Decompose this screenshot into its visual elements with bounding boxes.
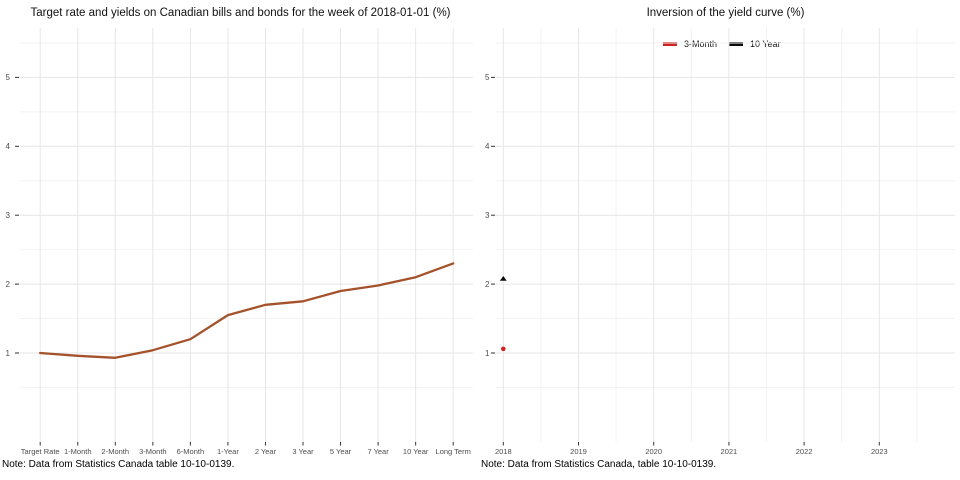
x-tick-label: 2018 bbox=[495, 447, 512, 456]
x-tick-label: 7 Year bbox=[367, 447, 389, 456]
legend-label-3-month: 3-Month bbox=[684, 39, 718, 49]
x-tick-label: 1-Year bbox=[217, 447, 239, 456]
figure-yield-inversion: Inversion of the yield curve (%) 3-Month… bbox=[480, 0, 960, 480]
y-tick-label: 2 bbox=[485, 280, 490, 289]
right-source-note: Note: Data from Statistics Canada, table… bbox=[481, 459, 717, 470]
legend: 3-Month 10 Year bbox=[663, 39, 793, 49]
legend-swatch-3-month bbox=[663, 42, 677, 46]
figure-yield-curve-week: Target rate and yields on Canadian bills… bbox=[2, 7, 473, 470]
y-tick-label: 4 bbox=[485, 142, 490, 151]
x-tick-label: 1-Month bbox=[64, 447, 92, 456]
x-axis: 2018 2019 2020 2021 2022 2023 bbox=[495, 442, 888, 456]
left-source-note: Note: Data from Statistics Canada table … bbox=[2, 459, 235, 470]
x-tick-label: 2019 bbox=[570, 447, 587, 456]
y-tick-label: 3 bbox=[485, 211, 490, 220]
x-tick-label: 2020 bbox=[645, 447, 662, 456]
yield-curve-line bbox=[39, 262, 455, 359]
y-axis: 1 2 3 4 5 bbox=[485, 73, 495, 358]
y-axis: 1 2 3 4 5 bbox=[6, 73, 19, 358]
right-chart-title: Inversion of the yield curve (%) bbox=[646, 7, 805, 19]
x-tick-label: 3 Year bbox=[292, 447, 314, 456]
x-tick-label: 5 Year bbox=[330, 447, 352, 456]
x-tick-label: 10 Year bbox=[403, 447, 429, 456]
y-tick-label: 4 bbox=[6, 142, 11, 151]
y-tick-label: 3 bbox=[6, 211, 11, 220]
y-tick-label: 1 bbox=[6, 349, 11, 358]
x-tick-label: 2-Month bbox=[102, 447, 130, 456]
legend-label-10-year: 10 Year bbox=[750, 39, 781, 49]
y-tick-label: 5 bbox=[485, 73, 490, 82]
yield-curve-plot: 1 2 3 4 5 Target Rate 1-Month 2-Month 3-Month 6-M… bbox=[6, 28, 473, 456]
x-tick-label: Long Term bbox=[436, 447, 471, 456]
y-tick-label: 2 bbox=[6, 280, 11, 289]
x-tick-label: 3-Month bbox=[139, 447, 167, 456]
x-tick-label: 2022 bbox=[796, 447, 813, 456]
y-tick-label: 5 bbox=[6, 73, 11, 82]
x-tick-label: 2023 bbox=[871, 447, 888, 456]
gridlines bbox=[496, 28, 955, 442]
point-3-month bbox=[501, 346, 506, 352]
x-tick-label: 2 Year bbox=[255, 447, 277, 456]
legend-swatch-10-year bbox=[729, 42, 744, 46]
y-tick-label: 1 bbox=[485, 349, 490, 358]
x-tick-label: Target Rate bbox=[21, 447, 60, 456]
x-tick-label: 6-Month bbox=[177, 447, 205, 456]
gridlines bbox=[20, 28, 473, 442]
inversion-plot: 1 2 3 4 5 2018 2019 2020 2021 2022 2023 bbox=[485, 28, 955, 456]
point-10-year bbox=[499, 275, 507, 281]
x-tick-label: 2021 bbox=[721, 447, 738, 456]
left-chart-title: Target rate and yields on Canadian bills… bbox=[30, 7, 451, 19]
x-axis: Target Rate 1-Month 2-Month 3-Month 6-Month 1… bbox=[21, 442, 471, 456]
data-points bbox=[499, 275, 507, 352]
